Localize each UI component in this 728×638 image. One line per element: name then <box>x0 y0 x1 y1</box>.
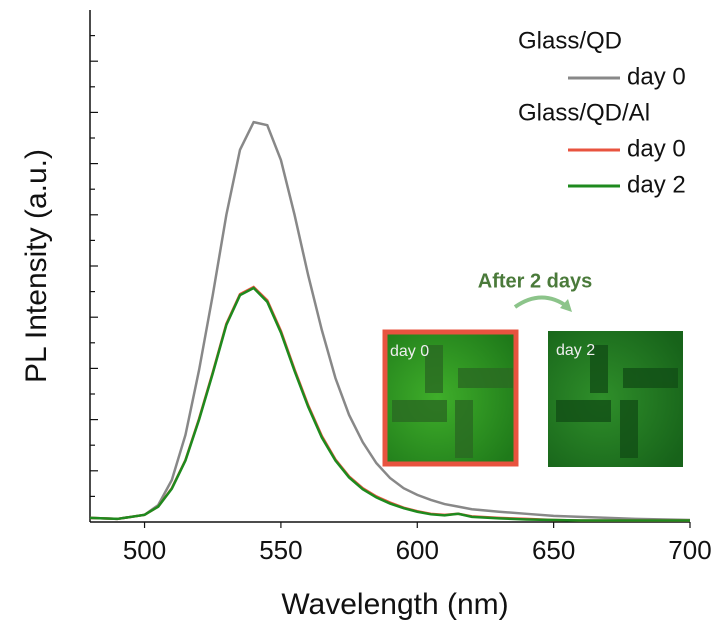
x-tick-label: 500 <box>123 535 166 565</box>
legend-label: day 0 <box>627 63 686 90</box>
inset-label: day 2 <box>556 342 595 359</box>
x-axis-label: Wavelength (nm) <box>281 588 508 621</box>
legend-label: day 0 <box>627 135 686 162</box>
line-series <box>89 286 690 522</box>
x-tick-label: 600 <box>396 535 439 565</box>
legend-label: day 2 <box>627 171 686 198</box>
inset-pattern-1 <box>556 345 678 458</box>
legend-group: Glass/QD <box>518 27 622 54</box>
inset-pattern-0 <box>392 345 513 458</box>
x-tick-label: 550 <box>259 535 302 565</box>
inset-arrow <box>513 295 570 309</box>
inset-label: day 0 <box>390 343 429 360</box>
inset-arrowhead <box>560 299 572 312</box>
inset-image-day0 <box>382 329 519 467</box>
x-tick-label: 650 <box>532 535 575 565</box>
inset-images: day 0 day 2 After 2 days <box>382 270 683 467</box>
y-axis-label: PL Intensity (a.u.) <box>20 149 53 383</box>
line-series <box>89 120 691 522</box>
x-tick-label: 700 <box>668 535 711 565</box>
legend-group: Glass/QD/Al <box>518 99 650 126</box>
inset-annotation: After 2 days <box>478 270 593 292</box>
inset-image-day2 <box>548 331 683 467</box>
